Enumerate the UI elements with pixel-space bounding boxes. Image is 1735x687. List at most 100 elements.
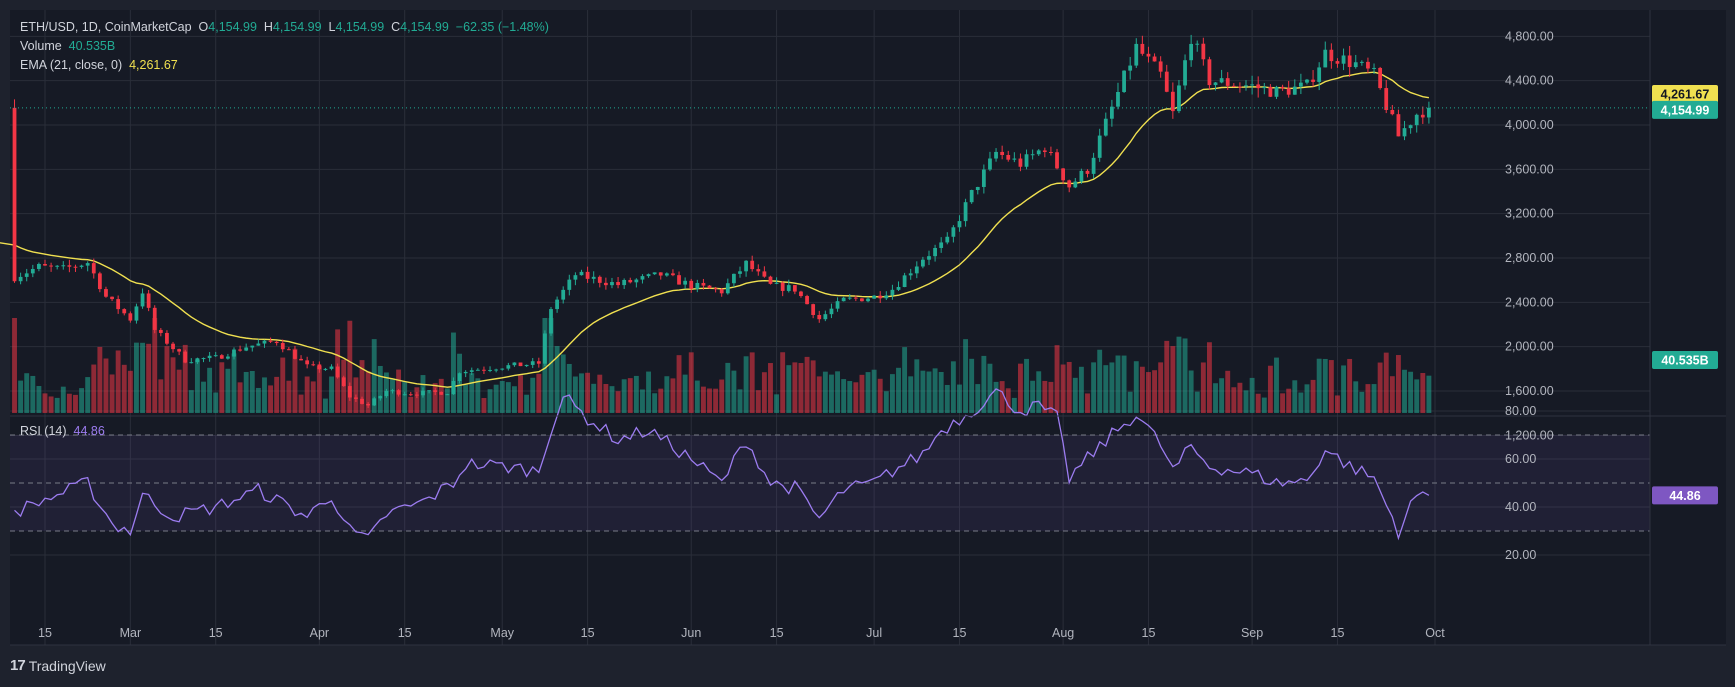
volume-bar: [451, 332, 456, 413]
candle-body: [268, 340, 273, 342]
volume-bar: [323, 398, 328, 413]
symbol-label[interactable]: ETH/USD, 1D, CoinMarketCap: [20, 20, 192, 34]
candle-body: [628, 279, 633, 283]
volume-bars: [12, 318, 1432, 413]
candle-body: [201, 358, 206, 360]
volume-bar: [231, 353, 237, 413]
candle-body: [853, 297, 858, 299]
candle-body: [85, 263, 90, 266]
volume-bar: [255, 387, 261, 413]
candle-body: [1189, 43, 1194, 61]
time-axis[interactable]: 15 Mar 15 Apr 15 May 15 Jun 15 Jul 15 Aug 15 Sep 15 Oct: [38, 626, 1445, 640]
candle-body: [1286, 88, 1291, 95]
volume-bar: [402, 381, 408, 413]
candle-body: [1250, 84, 1254, 86]
candle-body: [579, 271, 584, 276]
volume-bar: [816, 376, 822, 413]
rsi-badge-label: 44.86: [1669, 489, 1700, 503]
candle-body: [878, 295, 883, 299]
volume-bar: [1219, 378, 1225, 413]
volume-bar: [938, 371, 944, 413]
volume-bar: [871, 369, 877, 413]
volume-bar: [1389, 376, 1395, 413]
volume-bar: [865, 372, 871, 413]
tradingview-brand[interactable]: 17 TradingView: [10, 657, 106, 674]
candle-body: [451, 380, 456, 395]
ema-legend[interactable]: EMA (21, close, 0) 4,261.67: [20, 58, 178, 72]
volume-bar: [1103, 365, 1109, 413]
candle-body: [104, 289, 108, 297]
price-badge-label: 4,154.99: [1661, 103, 1710, 117]
volume-bar: [835, 371, 840, 413]
candle-body: [274, 341, 279, 344]
volume-bar: [1115, 355, 1121, 413]
candles: [12, 34, 1431, 408]
rsi-badge-box: [1652, 486, 1718, 505]
volume-bar: [1048, 381, 1054, 413]
volume-bar: [1335, 395, 1340, 413]
volume-bar: [1200, 362, 1206, 413]
volume-bar: [1377, 362, 1383, 413]
candle-body: [1152, 56, 1157, 62]
candle-body: [1055, 152, 1059, 169]
candle-body: [1372, 67, 1376, 69]
candle-body: [512, 362, 517, 366]
volume-bar: [444, 388, 450, 413]
candle-body: [219, 355, 224, 359]
volume-bar: [109, 374, 115, 413]
candle-body: [91, 263, 96, 274]
volume-bar: [1414, 379, 1420, 413]
volume-badge-label: 40.535B: [1661, 354, 1708, 368]
volume-bar: [1182, 338, 1188, 413]
candle-body: [146, 293, 151, 308]
volume-bar: [1298, 392, 1304, 413]
candle-body: [896, 287, 901, 290]
candle-body: [1231, 85, 1236, 87]
rsi-axis[interactable]: 20.00 40.00 60.00 80.00: [1505, 404, 1536, 562]
volume-bar: [780, 352, 786, 413]
volume-bar: [1127, 391, 1133, 413]
volume-bar: [280, 357, 286, 413]
price-tick-label: 3,600.00: [1505, 162, 1554, 176]
volume-bar: [975, 384, 981, 413]
time-tick-label: 15: [953, 626, 967, 640]
volume-bar: [1359, 391, 1365, 413]
volume-bar: [896, 367, 901, 413]
candle-body: [805, 296, 809, 305]
candle-body: [134, 306, 139, 321]
volume-bar: [530, 377, 536, 413]
candle-body: [1280, 86, 1285, 89]
volume-legend[interactable]: Volume 40.535B: [20, 39, 115, 53]
candle-body: [1146, 53, 1151, 57]
candle-body: [640, 276, 645, 280]
volume-bar: [408, 396, 414, 413]
volume-bar: [274, 376, 280, 413]
volume-bar: [737, 389, 743, 413]
candle-body: [884, 295, 889, 299]
rsi-legend[interactable]: RSI (14) 44.86: [20, 424, 105, 438]
volume-bar: [877, 378, 883, 413]
volume-bar: [554, 346, 560, 413]
price-axis[interactable]: 1,200.00 1,600.00 2,000.00 2,400.00 2,800.00…: [1505, 0, 1554, 442]
volume-bar: [249, 370, 255, 413]
candle-body: [122, 309, 127, 314]
volume-bar: [1036, 371, 1042, 413]
candle-body: [171, 343, 175, 350]
candle-body: [347, 386, 352, 398]
volume-bar: [1042, 380, 1048, 413]
candle-body: [530, 361, 535, 365]
candle-body: [945, 236, 950, 243]
candle-body: [1311, 79, 1315, 82]
volume-bar: [286, 380, 292, 413]
candle-body: [1158, 61, 1163, 72]
volume-bar: [725, 362, 731, 413]
volume-badge-box: [1652, 351, 1718, 369]
candle-body: [1103, 118, 1108, 136]
rsi-band: [10, 434, 1650, 532]
volume-bar: [213, 392, 219, 413]
candle-body: [372, 398, 377, 406]
volume-bar: [926, 371, 932, 413]
volume-bar: [164, 346, 170, 413]
time-tick-label: 15: [770, 626, 784, 640]
